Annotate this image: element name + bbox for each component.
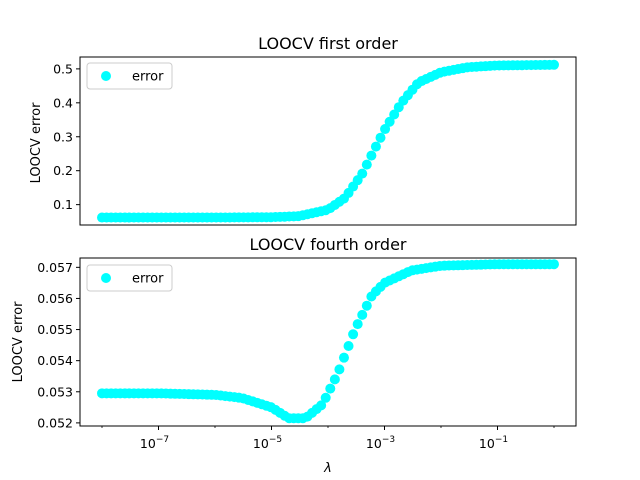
y-tick-label: 0.054 <box>37 353 73 368</box>
plot-frame <box>79 257 577 427</box>
data-point <box>549 59 559 70</box>
chart-title: LOOCV first order <box>258 34 398 53</box>
data-point <box>334 364 345 375</box>
data-point <box>338 352 349 363</box>
legend-marker <box>101 273 111 283</box>
legend-box <box>86 264 173 292</box>
data-point <box>357 168 368 179</box>
data-point <box>549 259 559 270</box>
data-point <box>389 109 400 120</box>
data-point <box>320 392 331 403</box>
y-tick-label: 0.3 <box>53 129 73 144</box>
y-ticks: 0.1 0.2 0.3 0.4 0.5 <box>53 61 80 212</box>
legend: error <box>86 62 173 90</box>
legend-box <box>86 62 173 90</box>
y-tick-label: 0.052 <box>37 415 73 430</box>
data-point <box>352 319 363 330</box>
y-tick-label: 0.2 <box>53 163 73 178</box>
data-point <box>357 309 368 320</box>
plot-frame <box>79 56 577 226</box>
y-tick-label: 0.056 <box>37 291 73 306</box>
data-point <box>325 383 336 394</box>
y-tick-label: 0.1 <box>53 197 73 212</box>
data-point <box>375 132 386 143</box>
data-point <box>316 400 327 411</box>
y-tick-label: 0.5 <box>53 61 73 76</box>
y-tick-label: 0.055 <box>37 322 73 337</box>
data-point <box>329 374 340 385</box>
y-axis-label: LOOCV error <box>29 102 44 183</box>
data-point <box>384 116 395 127</box>
data-point <box>370 141 381 152</box>
data-point <box>348 329 359 340</box>
data-point <box>343 340 354 351</box>
legend-label: error <box>132 272 164 287</box>
data-points <box>97 259 559 424</box>
subplot-first-order: LOOCV first order LOOCV error 0.10.20.30… <box>29 34 577 226</box>
legend-marker <box>101 71 111 81</box>
y-tick-label: 0.057 <box>37 260 73 275</box>
data-points <box>97 59 559 223</box>
chart-title: LOOCV fourth order <box>249 235 406 254</box>
legend-label: error <box>132 70 164 85</box>
x-axis-label: λ <box>323 461 332 476</box>
data-point <box>361 300 372 311</box>
data-point <box>366 150 377 161</box>
subplot-fourth-order: LOOCV fourth order LOOCV error λ 0.052 0.… <box>11 235 577 476</box>
data-point <box>380 124 391 135</box>
legend: error <box>86 264 173 292</box>
y-tick-label: 0.053 <box>37 384 73 399</box>
data-point <box>361 159 372 170</box>
y-tick-label: 0.4 <box>53 95 73 110</box>
y-axis-label: LOOCV error <box>11 301 26 382</box>
